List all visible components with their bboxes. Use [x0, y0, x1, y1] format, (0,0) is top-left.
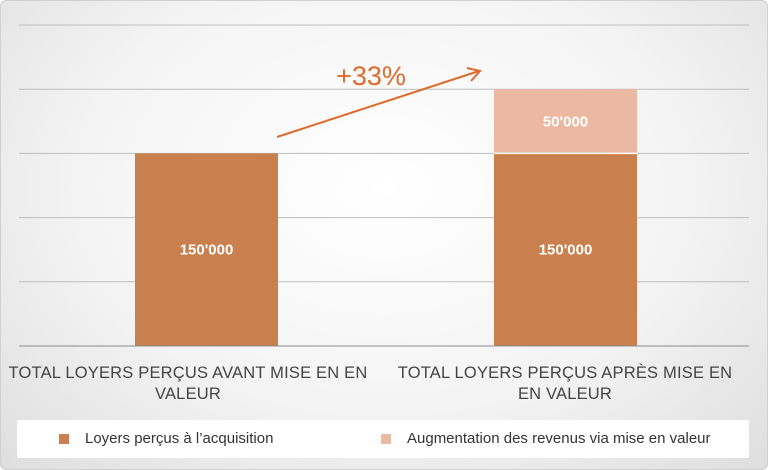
legend-swatch-acquisition [59, 433, 69, 444]
legend: Loyers perçus à l’acquisition Augmentati… [17, 420, 749, 458]
legend-label-acquisition: Loyers perçus à l’acquisition [85, 430, 274, 447]
growth-arrow [276, 70, 480, 138]
growth-annotation: +33% [276, 61, 482, 138]
growth-arrow-head [466, 67, 482, 82]
legend-item-acquisition: Loyers perçus à l’acquisition [59, 430, 273, 447]
legend-label-augmentation: Augmentation des revenus via mise en val… [407, 430, 711, 447]
bar-segment [494, 153, 637, 346]
data-label: 150'000 [539, 242, 593, 259]
data-labels: 150'000 150'000 50'000 [180, 113, 593, 258]
category-label-before: TOTAL LOYERS PERÇUS AVANT MISE EN EN VAL… [8, 364, 368, 403]
growth-percentage-label: +33% [336, 61, 406, 91]
legend-item-augmentation: Augmentation des revenus via mise en val… [381, 430, 711, 447]
data-label: 50'000 [543, 113, 588, 130]
category-label-after: TOTAL LOYERS PERÇUS APRÈS MISE EN EN VAL… [397, 364, 733, 403]
legend-swatch-augmentation [381, 433, 391, 444]
bar-segment [135, 153, 278, 346]
bar-segment [494, 89, 637, 154]
bars [135, 89, 637, 346]
data-label: 150'000 [180, 242, 234, 259]
